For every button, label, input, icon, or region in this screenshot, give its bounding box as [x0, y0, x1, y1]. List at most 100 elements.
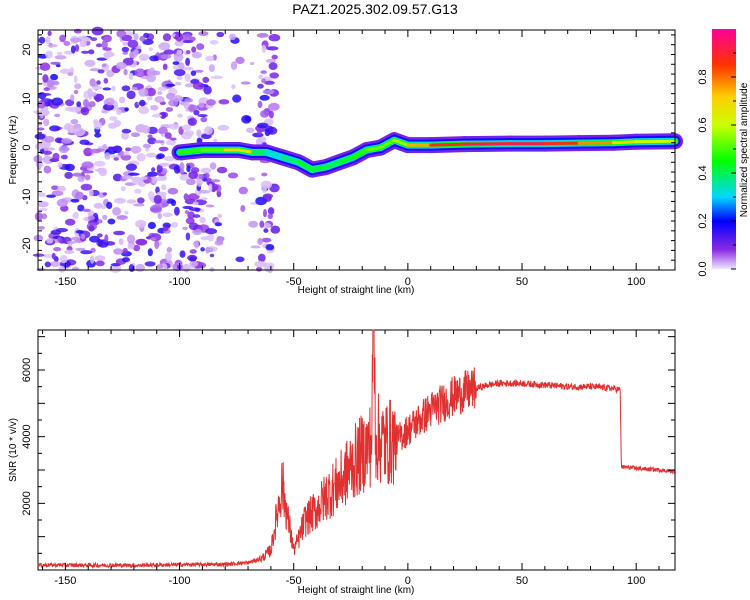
noise-blob: [155, 176, 168, 181]
noise-blob: [205, 228, 218, 235]
noise-blob: [132, 179, 144, 185]
noise-blob: [263, 228, 269, 233]
noise-blob: [151, 113, 163, 118]
noise-blob: [257, 237, 263, 246]
noise-blob: [250, 245, 261, 249]
spectrogram-ridge: [171, 132, 683, 178]
noise-blob: [43, 118, 50, 127]
noise-blob: [216, 166, 228, 174]
noise-blob: [122, 257, 130, 263]
noise-blob: [147, 221, 156, 230]
noise-blob: [121, 128, 132, 134]
noise-blob: [187, 211, 195, 219]
noise-blob: [172, 61, 180, 65]
noise-blob: [139, 99, 146, 107]
noise-blob: [88, 189, 94, 197]
noise-blob: [61, 138, 73, 144]
noise-blob: [196, 129, 202, 137]
ridge-segment: [463, 142, 513, 146]
noise-blob: [232, 94, 242, 103]
x-tick-label: -50: [286, 575, 302, 587]
x-tick-label: 0: [405, 276, 411, 288]
noise-blob: [70, 94, 75, 101]
noise-blob: [162, 33, 172, 42]
noise-blob: [264, 80, 275, 85]
noise-blob: [156, 264, 164, 269]
noise-blob: [246, 127, 255, 133]
ridge-segment: [543, 141, 581, 146]
noise-blob: [80, 106, 90, 116]
noise-blob: [186, 50, 191, 55]
noise-blob: [213, 138, 218, 143]
noise-blob: [258, 74, 263, 80]
noise-blob: [146, 96, 153, 101]
noise-blob: [191, 46, 197, 53]
spectrogram-x-axis: -150 -100 -50 0 50 100: [42, 30, 660, 288]
ridge-segment: [237, 148, 255, 154]
noise-blob: [97, 219, 103, 224]
noise-blob: [266, 126, 278, 135]
noise-blob: [157, 213, 163, 219]
noise-blob: [214, 240, 224, 246]
noise-blob: [145, 152, 157, 158]
x-tick-label: -150: [54, 575, 76, 587]
noise-blob: [124, 107, 129, 112]
noise-blob: [89, 78, 96, 87]
noise-blob: [49, 261, 61, 267]
noise-blob: [43, 87, 50, 91]
colorbar-tick-label: 0.6: [697, 117, 709, 132]
noise-blob: [80, 250, 93, 255]
noise-blob: [81, 50, 90, 54]
noise-blob: [189, 249, 197, 254]
noise-blob: [96, 80, 101, 85]
y-tick-label: 0: [21, 144, 33, 150]
ridge-segment: [310, 165, 328, 172]
x-tick-label: 50: [516, 276, 528, 288]
noise-blob: [176, 75, 183, 81]
noise-blob: [38, 226, 45, 230]
noise-blob: [143, 32, 150, 39]
noise-blob: [268, 62, 278, 70]
noise-blob: [198, 173, 205, 180]
noise-blob: [73, 127, 86, 137]
noise-blob: [198, 31, 209, 36]
noise-blob: [127, 243, 135, 250]
noise-blob: [42, 74, 49, 83]
noise-blob: [205, 246, 210, 254]
noise-blob: [176, 49, 183, 55]
noise-blob: [187, 104, 198, 112]
noise-blob: [193, 240, 199, 249]
x-tick-label: -150: [54, 276, 76, 288]
noise-blob: [165, 92, 176, 100]
noise-blob: [89, 235, 100, 243]
noise-blob: [187, 254, 198, 262]
noise-blob: [45, 36, 51, 45]
noise-blob: [132, 150, 138, 154]
noise-blob: [147, 134, 153, 139]
noise-blob: [87, 210, 95, 218]
ridge-segment: [634, 139, 677, 144]
noise-blob: [127, 172, 140, 176]
noise-blob: [38, 208, 49, 212]
ridge-segment: [379, 138, 396, 150]
noise-blob: [231, 84, 236, 90]
noise-blob: [90, 37, 98, 41]
noise-blob: [34, 133, 46, 140]
noise-blob: [113, 230, 125, 236]
noise-blob: [95, 260, 105, 267]
noise-blob: [87, 88, 93, 97]
spectrogram-frame: [37, 29, 676, 271]
noise-blob: [200, 236, 210, 241]
noise-blob: [179, 162, 185, 171]
noise-blob: [168, 123, 179, 130]
noise-blob: [73, 89, 79, 95]
noise-blob: [261, 172, 268, 177]
noise-blob: [164, 132, 172, 139]
ridge-segment: [280, 155, 300, 164]
noise-blob: [173, 69, 186, 77]
noise-blob: [184, 210, 190, 215]
x-tick-label: -50: [286, 276, 302, 288]
noise-blob: [142, 143, 151, 149]
noise-blob: [95, 94, 101, 103]
noise-blob: [103, 53, 111, 60]
